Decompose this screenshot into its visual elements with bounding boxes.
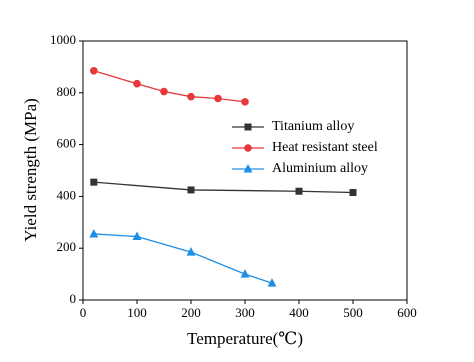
y-tick-label: 600: [57, 136, 77, 151]
x-tick-label: 0: [80, 305, 87, 320]
marker: [240, 269, 250, 278]
marker: [187, 92, 195, 101]
x-tick-label: 200: [181, 305, 201, 320]
x-tick-label: 400: [289, 305, 309, 320]
marker: [133, 79, 141, 88]
marker: [295, 187, 303, 195]
marker: [214, 94, 222, 103]
marker: [267, 278, 277, 287]
marker: [132, 231, 142, 241]
y-tick-label: 200: [57, 239, 77, 254]
x-tick-label: 600: [397, 305, 417, 320]
x-tick-label: 100: [127, 305, 147, 320]
y-tick-label: 800: [57, 84, 77, 99]
marker: [160, 87, 168, 96]
series-line: [93, 181, 354, 194]
y-tick-label: 400: [57, 187, 77, 202]
marker: [90, 66, 98, 75]
marker: [241, 98, 249, 106]
y-tick-label: 1000: [50, 32, 76, 47]
y-axis-label: Yield strength (MPa): [21, 98, 40, 242]
legend-marker: [244, 123, 252, 131]
x-axis-label: Temperature(℃): [187, 329, 303, 348]
legend-marker: [243, 164, 253, 173]
marker: [89, 228, 99, 238]
marker: [349, 189, 357, 197]
marker: [187, 186, 195, 194]
legend-label: Aluminium alloy: [272, 161, 368, 176]
x-tick-label: 300: [235, 305, 255, 320]
marker: [90, 178, 98, 186]
series-line: [93, 70, 246, 103]
legend-marker: [244, 144, 252, 152]
y-tick-label: 0: [70, 291, 77, 306]
legend-label: Heat resistant steel: [272, 140, 378, 155]
legend-label: Titanium alloy: [272, 119, 354, 134]
marker: [186, 247, 196, 256]
x-tick-label: 500: [343, 305, 363, 320]
